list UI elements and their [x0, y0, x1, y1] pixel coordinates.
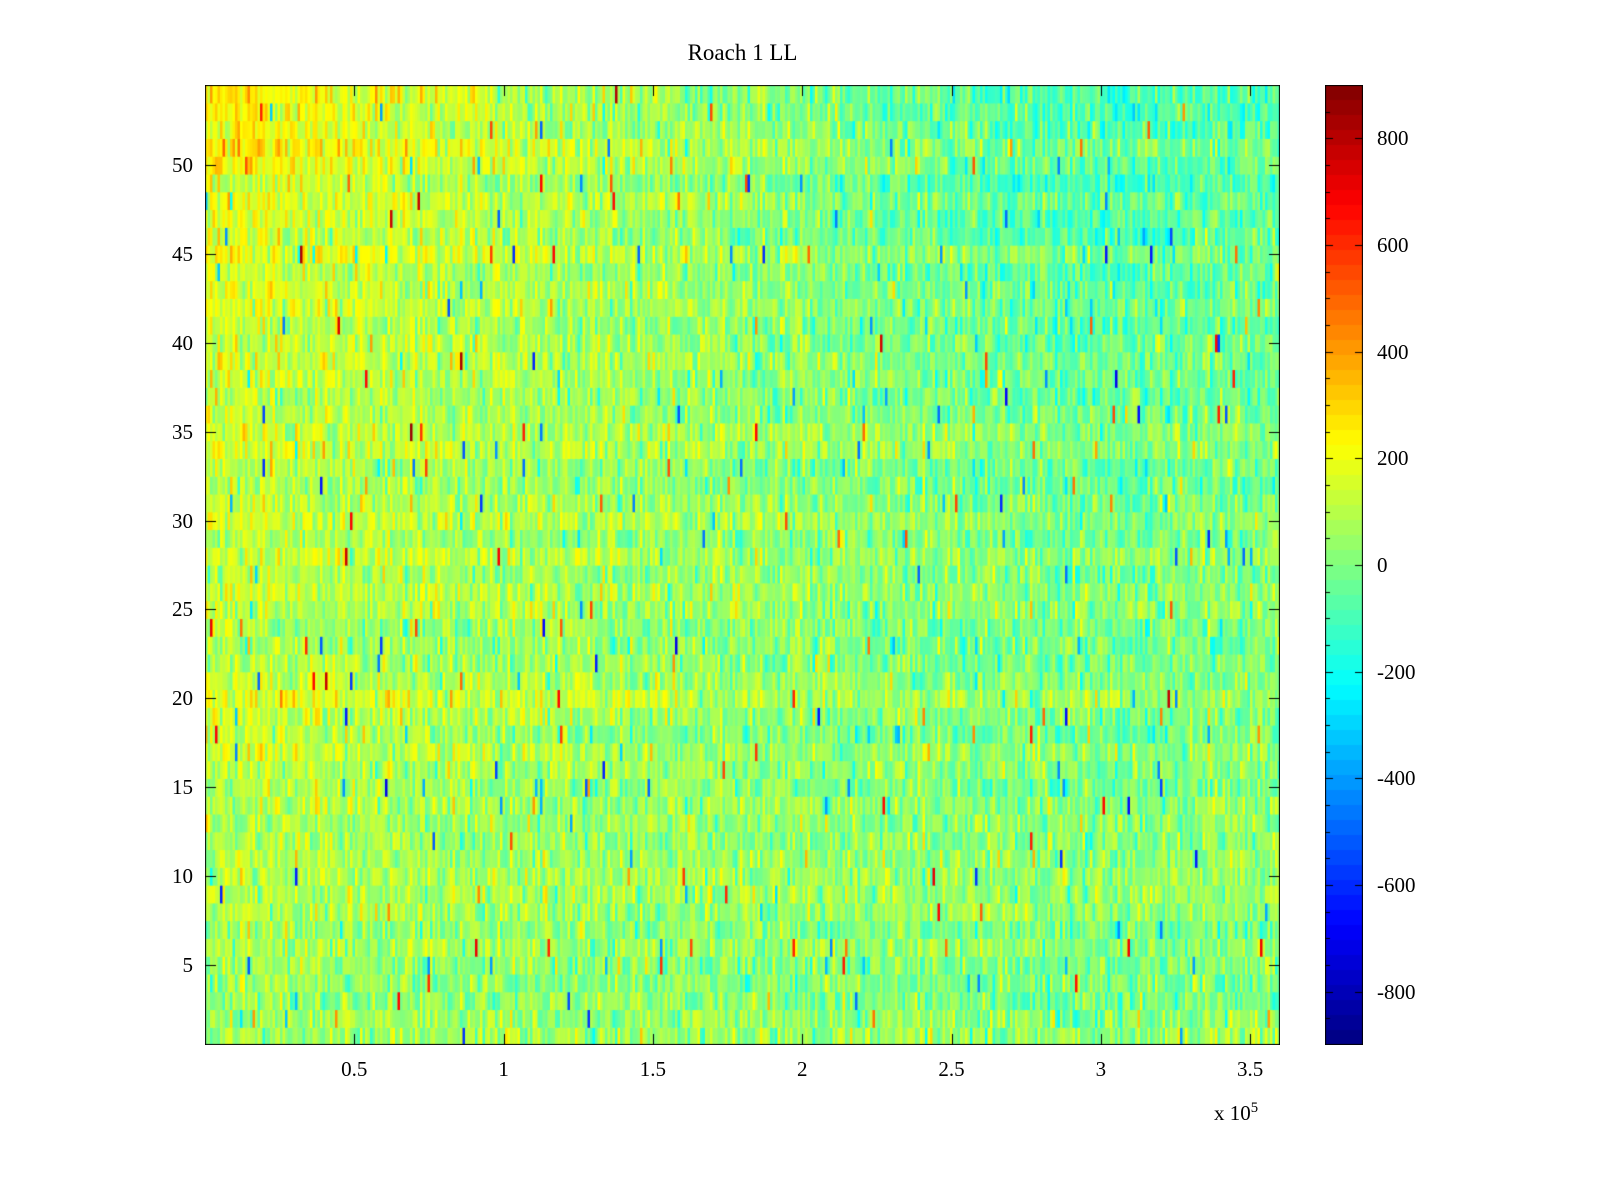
colorbar-tick-label: -400	[1377, 766, 1416, 791]
x-tick-label: 2.5	[938, 1057, 965, 1081]
x-exponent-power: 5	[1250, 1100, 1259, 1116]
x-exponent-base: x 10	[1214, 1101, 1251, 1125]
colorbar-tick-label: 600	[1377, 233, 1409, 257]
y-tick-label: 40	[172, 330, 193, 355]
colorbar-tick-label: -200	[1377, 659, 1416, 684]
heatmap-canvas	[205, 85, 1280, 1045]
x-tick-label: 0.5	[341, 1057, 368, 1081]
colorbar-tick-label: 400	[1377, 339, 1409, 364]
colorbar-tick-label: 0	[1377, 553, 1388, 577]
x-tick-label: 1	[498, 1057, 509, 1081]
y-tick-label: 45	[172, 241, 193, 266]
x-tick-label: 3.5	[1237, 1057, 1264, 1081]
y-tick-label: 20	[172, 686, 193, 711]
x-tick-label: 3	[1095, 1057, 1107, 1081]
colorbar-tick-label: 200	[1377, 446, 1409, 471]
colorbar-canvas	[1325, 85, 1363, 1045]
colorbar-tick-label: 800	[1377, 126, 1409, 151]
x-tick-label: 1.5	[639, 1057, 667, 1081]
colorbar-tick-label: -800	[1377, 979, 1416, 1004]
chart-title: Roach 1 LL	[687, 40, 798, 65]
y-tick-label: 15	[172, 775, 193, 800]
y-tick-label: 25	[172, 597, 193, 622]
colorbar-tick-label: -600	[1377, 873, 1416, 897]
x-tick-label: 2	[796, 1057, 808, 1081]
x-axis-exponent-label: x 105	[1214, 1100, 1258, 1126]
y-tick-label: 50	[172, 153, 193, 177]
y-tick-label: 35	[172, 419, 193, 444]
y-tick-label: 5	[182, 953, 194, 977]
y-tick-label: 10	[172, 864, 193, 889]
y-tick-label: 30	[172, 508, 193, 533]
